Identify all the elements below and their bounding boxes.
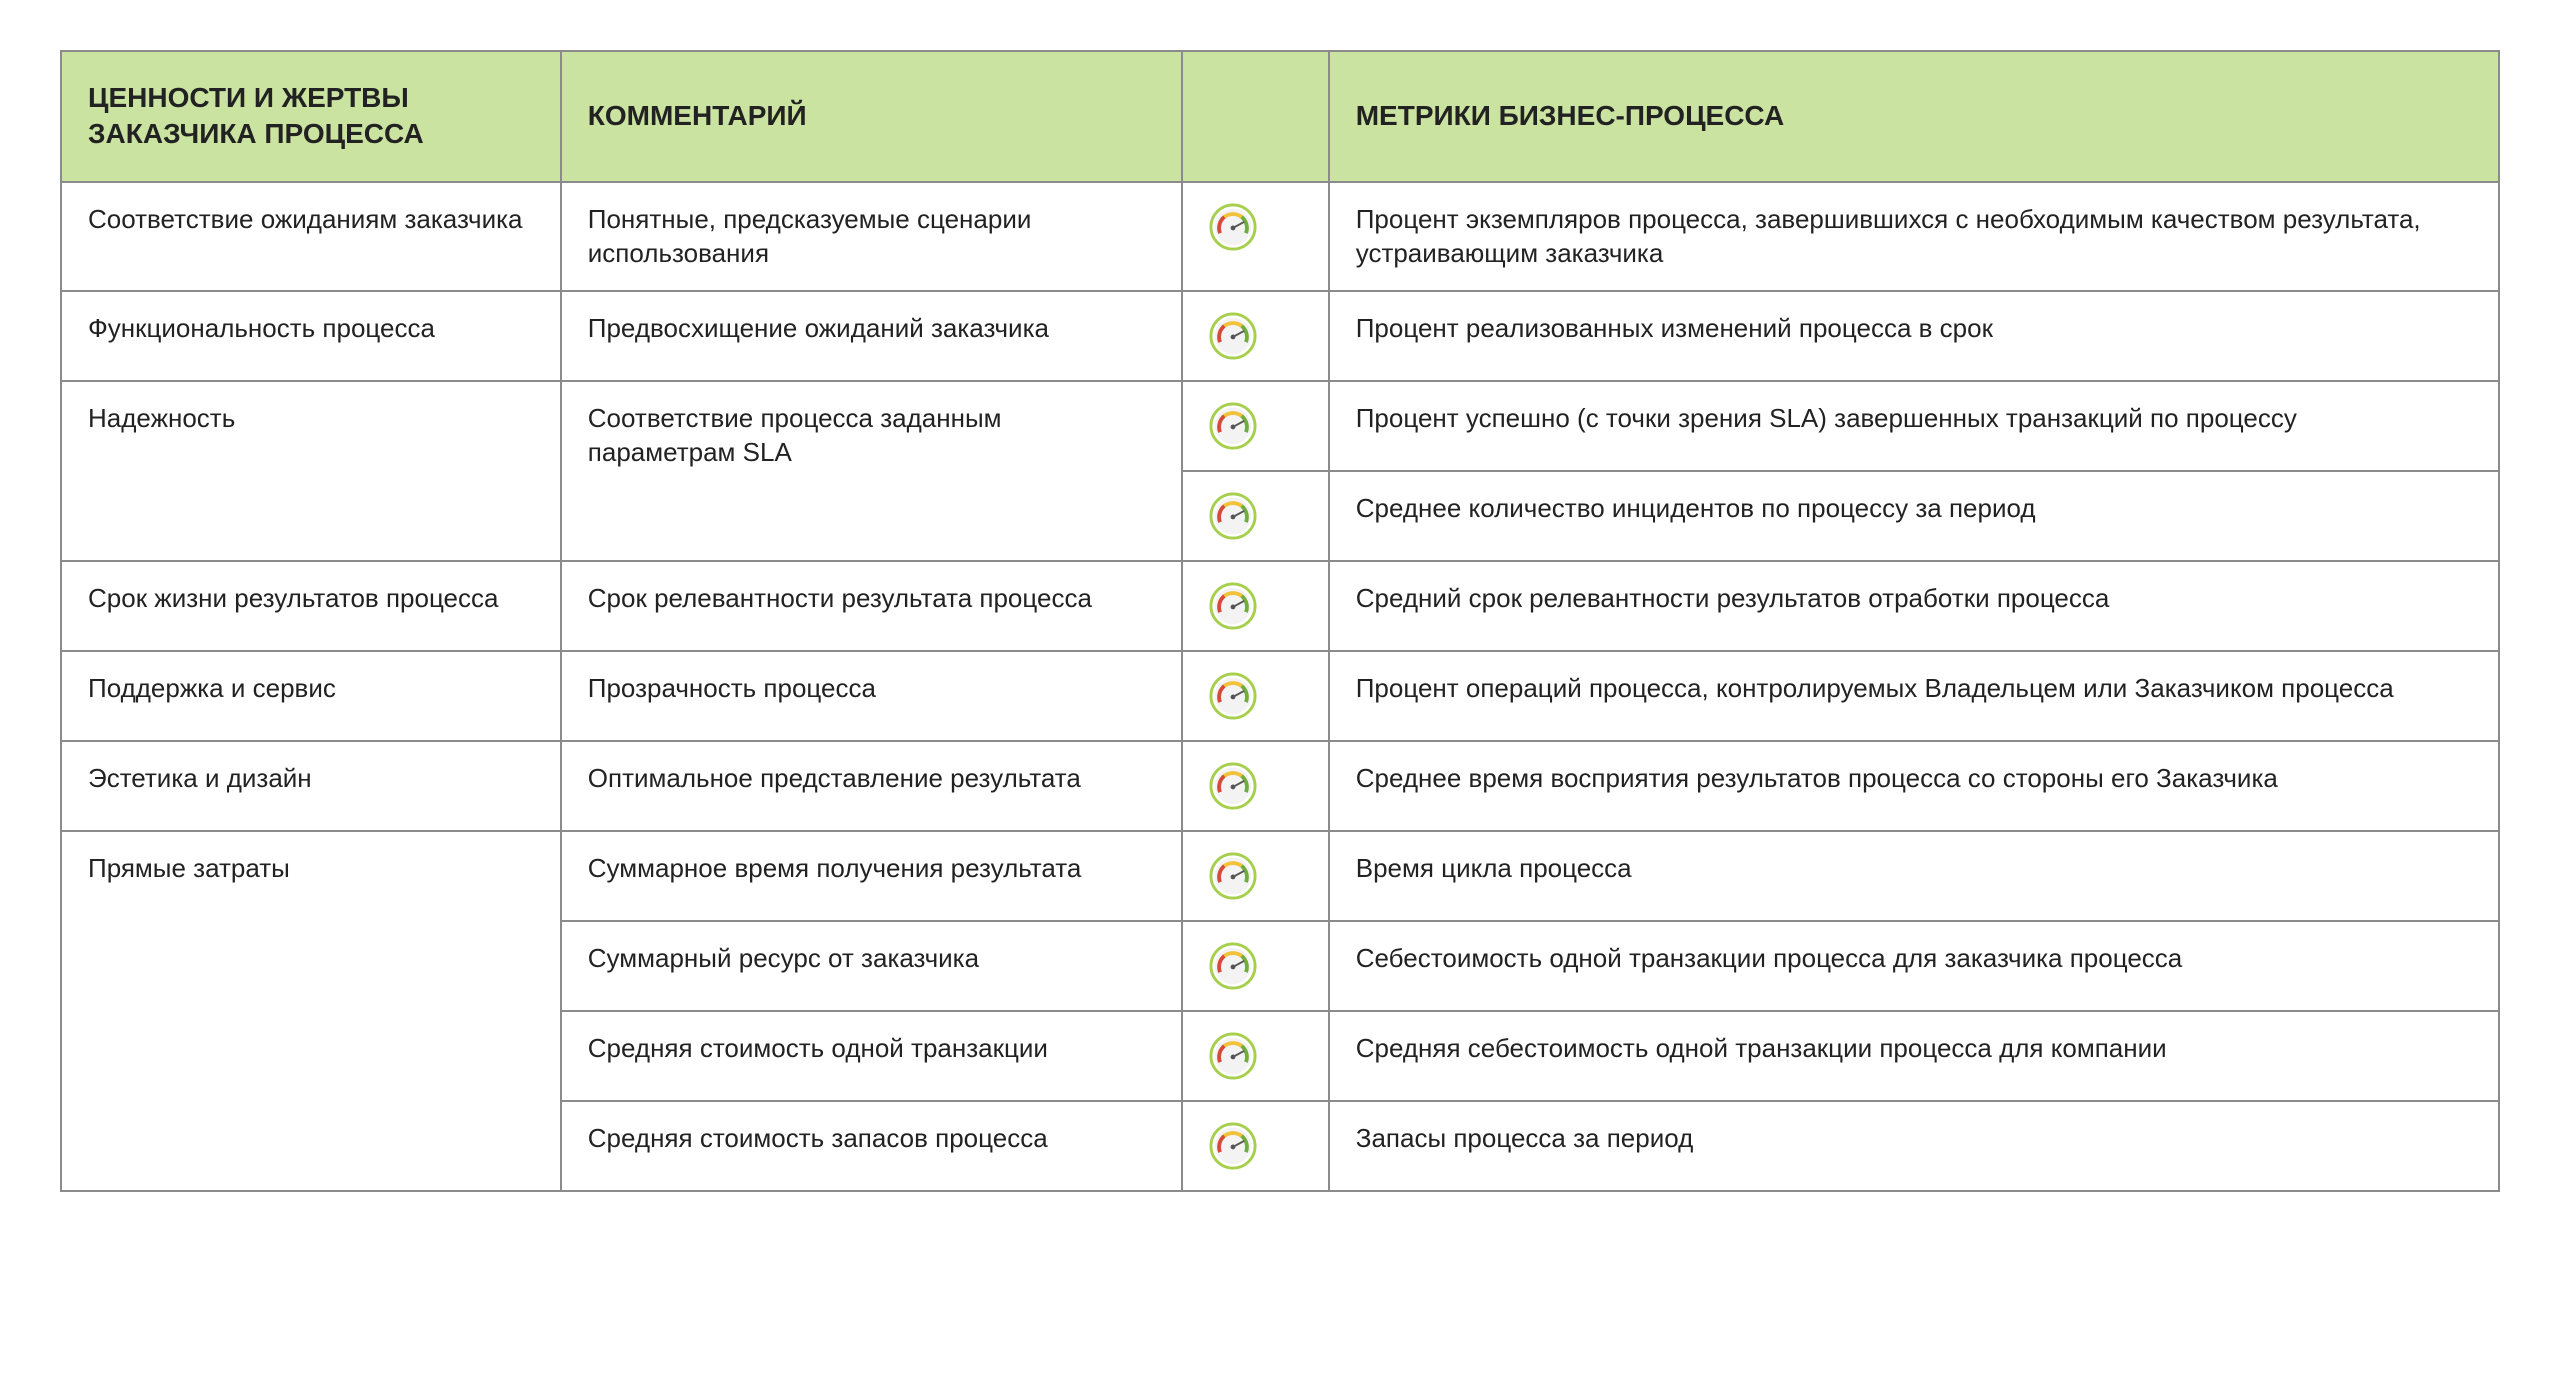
- metric-cell: Средний срок релевантности результатов о…: [1329, 561, 2499, 651]
- comment-cell: Средняя стоимость запасов процесса: [561, 1101, 1183, 1191]
- icon-cell: [1182, 1011, 1328, 1101]
- comment-cell: Прозрачность процесса: [561, 651, 1183, 741]
- icon-cell: [1182, 471, 1328, 561]
- header-values: ЦЕННОСТИ И ЖЕРТВЫ ЗАКАЗЧИКА ПРОЦЕССА: [61, 51, 561, 182]
- gauge-icon: [1209, 1032, 1257, 1080]
- gauge-icon: [1209, 942, 1257, 990]
- gauge-icon: [1209, 203, 1257, 251]
- value-cell: Надежность: [61, 381, 561, 561]
- comment-cell: Суммарный ресурс от заказчика: [561, 921, 1183, 1011]
- icon-cell: [1182, 381, 1328, 471]
- header-comment: КОММЕНТАРИЙ: [561, 51, 1183, 182]
- icon-cell: [1182, 651, 1328, 741]
- process-metrics-table: ЦЕННОСТИ И ЖЕРТВЫ ЗАКАЗЧИКА ПРОЦЕССА КОМ…: [60, 50, 2500, 1192]
- comment-cell: Понятные, предсказуемые сценарии использ…: [561, 182, 1183, 292]
- table-row: НадежностьСоответствие процесса заданным…: [61, 381, 2499, 471]
- gauge-icon: [1209, 1122, 1257, 1170]
- metric-cell: Средняя себестоимость одной транзакции п…: [1329, 1011, 2499, 1101]
- icon-cell: [1182, 561, 1328, 651]
- header-icon: [1182, 51, 1328, 182]
- metric-cell: Время цикла процесса: [1329, 831, 2499, 921]
- table-row: Срок жизни результатов процессаСрок реле…: [61, 561, 2499, 651]
- value-cell: Поддержка и сервис: [61, 651, 561, 741]
- header-metric: МЕТРИКИ БИЗНЕС-ПРОЦЕССА: [1329, 51, 2499, 182]
- gauge-icon: [1209, 582, 1257, 630]
- comment-cell: Суммарное время получения результата: [561, 831, 1183, 921]
- value-cell: Функциональность процесса: [61, 291, 561, 381]
- value-cell: Соответствие ожиданиям заказчика: [61, 182, 561, 292]
- table-row: Поддержка и сервисПрозрачность процесса П…: [61, 651, 2499, 741]
- comment-cell: Соответствие процесса заданным параметра…: [561, 381, 1183, 561]
- comment-cell: Предвосхищение ожиданий заказчика: [561, 291, 1183, 381]
- gauge-icon: [1209, 672, 1257, 720]
- metric-cell: Процент реализованных изменений процесса…: [1329, 291, 2499, 381]
- gauge-icon: [1209, 492, 1257, 540]
- table-row: Соответствие ожиданиям заказчикаПонятные…: [61, 182, 2499, 292]
- icon-cell: [1182, 831, 1328, 921]
- metric-cell: Процент операций процесса, контролируемы…: [1329, 651, 2499, 741]
- comment-cell: Средняя стоимость одной транзакции: [561, 1011, 1183, 1101]
- icon-cell: [1182, 921, 1328, 1011]
- value-cell: Прямые затраты: [61, 831, 561, 1191]
- icon-cell: [1182, 182, 1328, 292]
- icon-cell: [1182, 291, 1328, 381]
- metric-cell: Среднее время восприятия результатов про…: [1329, 741, 2499, 831]
- gauge-icon: [1209, 762, 1257, 810]
- metric-cell: Процент экземпляров процесса, завершивши…: [1329, 182, 2499, 292]
- comment-cell: Оптимальное представление результата: [561, 741, 1183, 831]
- comment-cell: Срок релевантности результата процесса: [561, 561, 1183, 651]
- gauge-icon: [1209, 312, 1257, 360]
- gauge-icon: [1209, 852, 1257, 900]
- table-row: Эстетика и дизайнОптимальное представлен…: [61, 741, 2499, 831]
- metric-cell: Среднее количество инцидентов по процесс…: [1329, 471, 2499, 561]
- value-cell: Срок жизни результатов процесса: [61, 561, 561, 651]
- table-row: Функциональность процессаПредвосхищение …: [61, 291, 2499, 381]
- table-header-row: ЦЕННОСТИ И ЖЕРТВЫ ЗАКАЗЧИКА ПРОЦЕССА КОМ…: [61, 51, 2499, 182]
- value-cell: Эстетика и дизайн: [61, 741, 561, 831]
- gauge-icon: [1209, 402, 1257, 450]
- metric-cell: Себестоимость одной транзакции процесса …: [1329, 921, 2499, 1011]
- metric-cell: Процент успешно (с точки зрения SLA) зав…: [1329, 381, 2499, 471]
- icon-cell: [1182, 741, 1328, 831]
- metric-cell: Запасы процесса за период: [1329, 1101, 2499, 1191]
- icon-cell: [1182, 1101, 1328, 1191]
- table-row: Прямые затратыСуммарное время получения …: [61, 831, 2499, 921]
